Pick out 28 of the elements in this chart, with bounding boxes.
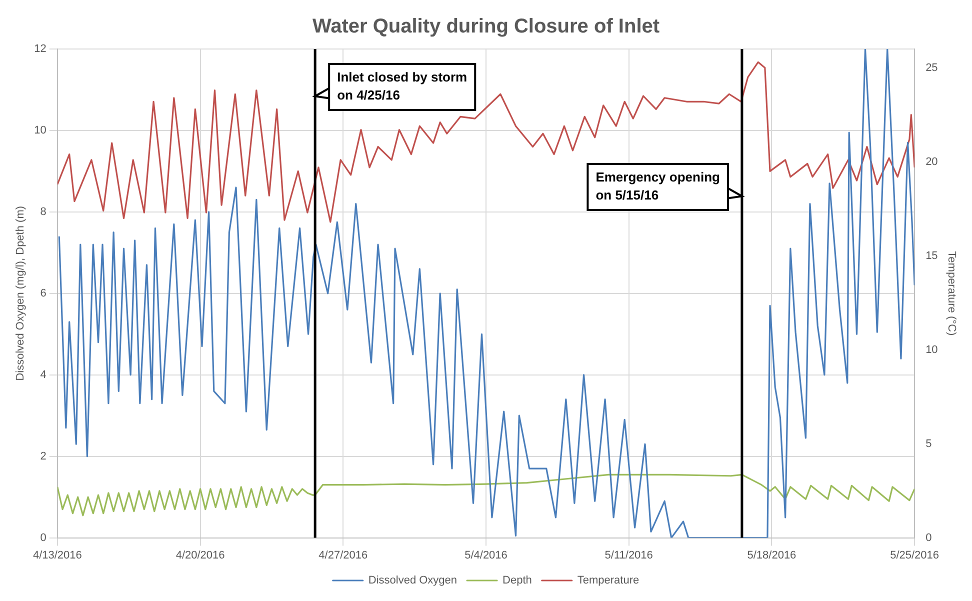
legend-label: Dissolved Oxygen [368,574,458,587]
y-tick-label: 2 [40,450,46,462]
x-tick-label: 5/18/2016 [747,549,796,562]
y2-tick-label: 15 [926,250,938,262]
ref-line-label: Emergency opening on 5/15/16 [596,170,720,203]
y-tick-label: 0 [40,532,46,544]
x-tick-label: 4/13/2016 [32,549,82,562]
legend-label: Temperature [577,574,640,587]
ref-line-label: Inlet closed by storm on 4/25/16 [337,70,468,103]
y2-tick-label: 5 [926,438,932,450]
y-tick-label: 6 [40,287,46,300]
y2-axis-title: Temperature (°C) [945,251,958,336]
y2-tick-label: 10 [926,344,938,356]
y-tick-label: 10 [34,124,46,136]
legend-label: Depth [502,574,532,587]
y2-tick-label: 25 [926,62,938,74]
y2-tick-label: 20 [926,156,938,168]
y2-tick-label: 0 [926,532,932,544]
y-tick-label: 8 [40,206,46,218]
x-tick-label: 4/27/2016 [318,549,368,562]
chart-title: Water Quality during Closure of Inlet [312,16,660,38]
x-tick-label: 5/25/2016 [890,549,940,562]
y-tick-label: 12 [34,43,46,56]
y-tick-label: 4 [40,368,46,381]
y-axis-title: Dissolved Oxygen (mg/l), Dpeth (m) [14,206,27,381]
x-tick-label: 5/11/2016 [604,549,653,562]
x-tick-label: 5/4/2016 [464,549,508,562]
x-tick-label: 4/20/2016 [176,549,225,562]
